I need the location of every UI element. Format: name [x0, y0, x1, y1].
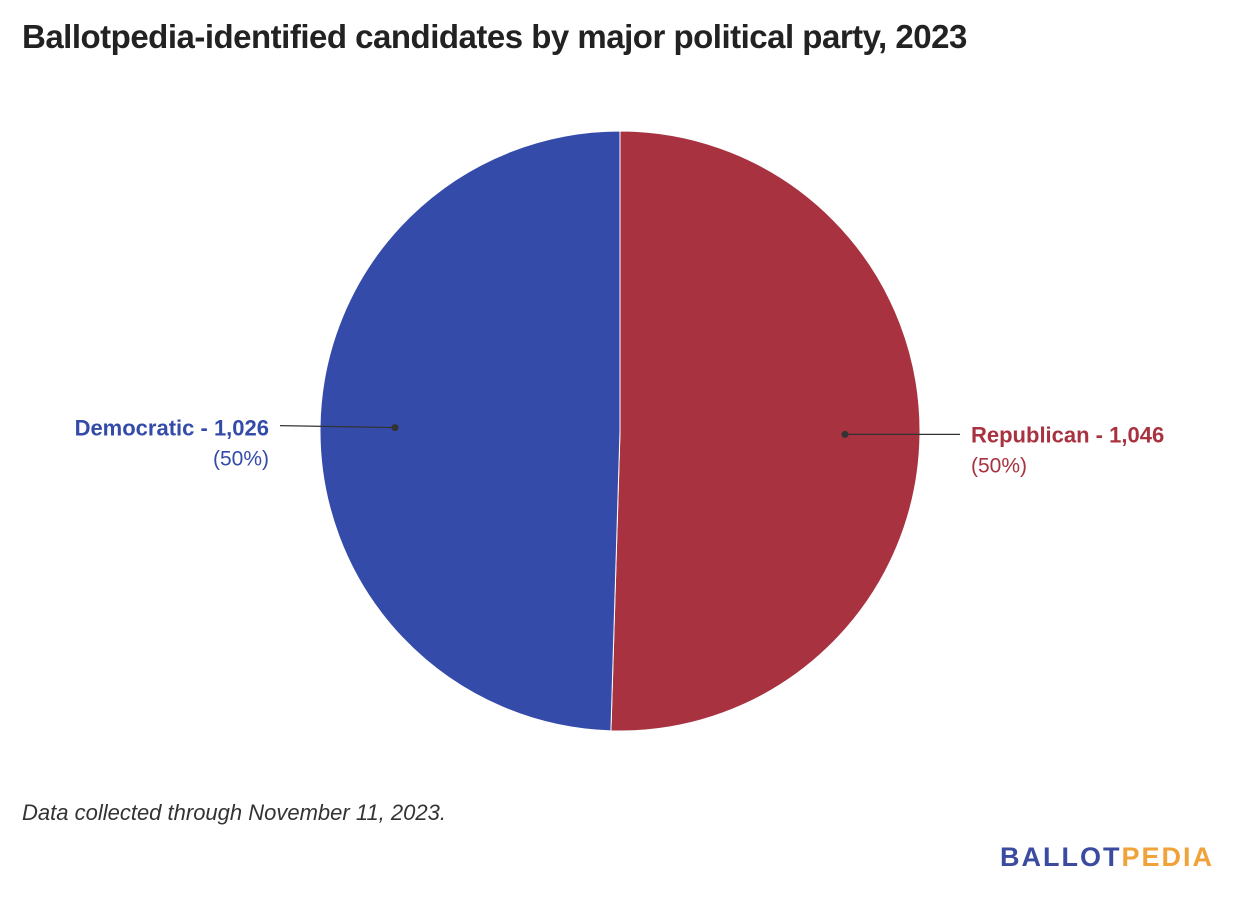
slice-percent-republican: (50%) [971, 454, 1027, 477]
pie-slices [319, 130, 921, 732]
slice-label-republican: Republican - 1,046 [971, 422, 1164, 447]
chart-title: Ballotpedia-identified candidates by maj… [22, 18, 967, 55]
slice-label-democratic: Democratic - 1,026 [75, 416, 269, 441]
pie-slice-democratic [319, 130, 621, 732]
logo-part-pedia: PEDIA [1121, 842, 1214, 872]
leader-line-democratic [279, 424, 396, 429]
pie-labels: Republican - 1,046 (50%) Democratic - 1,02… [75, 416, 1165, 478]
logo-part-ballot: BALLOT [999, 842, 1122, 872]
pie-slice-republican [610, 130, 921, 732]
slice-percent-democratic: (50%) [213, 448, 269, 471]
footnote: Data collected through November 11, 2023… [22, 800, 446, 825]
ballotpedia-logo: BALLOTPEDIA [1000, 842, 1214, 873]
